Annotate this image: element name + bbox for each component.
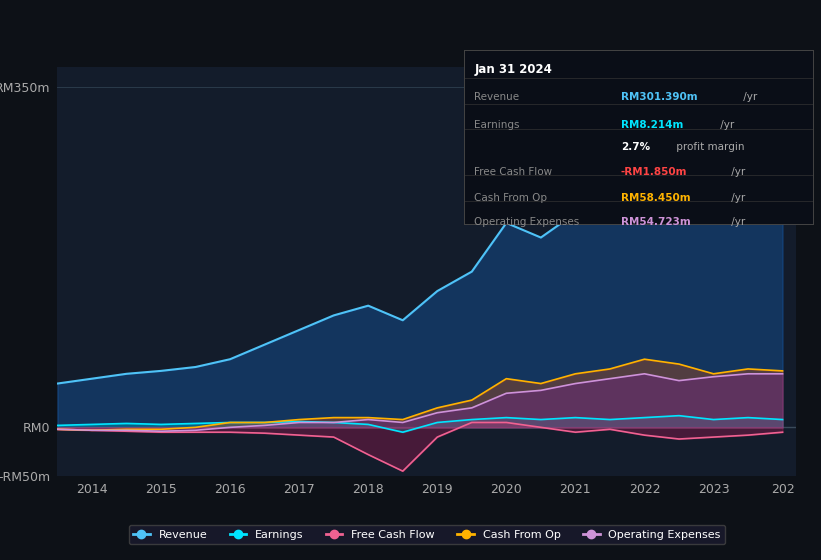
Text: RM301.390m: RM301.390m <box>621 92 698 102</box>
Text: Revenue: Revenue <box>475 92 520 102</box>
Text: /yr: /yr <box>728 217 745 227</box>
Text: -RM1.850m: -RM1.850m <box>621 167 687 177</box>
Legend: Revenue, Earnings, Free Cash Flow, Cash From Op, Operating Expenses: Revenue, Earnings, Free Cash Flow, Cash … <box>129 525 725 544</box>
Text: RM54.723m: RM54.723m <box>621 217 690 227</box>
Text: 2.7%: 2.7% <box>621 142 650 152</box>
Text: RM58.450m: RM58.450m <box>621 193 690 203</box>
Text: /yr: /yr <box>728 167 745 177</box>
Text: Cash From Op: Cash From Op <box>475 193 548 203</box>
Text: profit margin: profit margin <box>672 142 744 152</box>
Text: Jan 31 2024: Jan 31 2024 <box>475 63 553 76</box>
Text: Operating Expenses: Operating Expenses <box>475 217 580 227</box>
Text: RM8.214m: RM8.214m <box>621 120 683 130</box>
Text: Earnings: Earnings <box>475 120 520 130</box>
Text: Free Cash Flow: Free Cash Flow <box>475 167 553 177</box>
Text: /yr: /yr <box>728 193 745 203</box>
Text: /yr: /yr <box>740 92 757 102</box>
Text: /yr: /yr <box>718 120 735 130</box>
